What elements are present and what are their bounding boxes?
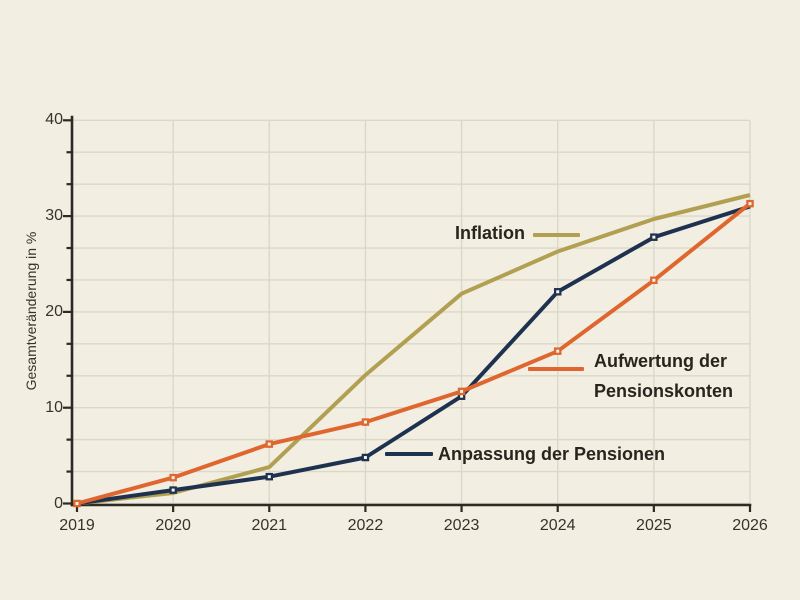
x-tick-label: 2021	[251, 517, 288, 534]
series-markers-anpassung	[169, 233, 658, 494]
series-label-aufwertung-text: Aufwertung der Pensionskonten	[594, 351, 734, 401]
series-label-aufwertung: Aufwertung der Pensionskonten	[594, 346, 760, 406]
gridlines	[72, 119, 751, 505]
series-line-aufwertung	[76, 202, 752, 506]
series-label-anpassung: Anpassung der Pensionen	[438, 444, 665, 465]
x-tick-label: 2024	[539, 517, 576, 534]
anpassung-line-swatch	[385, 452, 433, 456]
x-tick-label: 2023	[443, 517, 480, 534]
series-label-anpassung-text: Anpassung der Pensionen	[438, 444, 666, 464]
aufwertung-line-swatch	[528, 367, 584, 371]
x-tick-label: 2026	[732, 517, 768, 534]
y-tick-label: 40	[45, 111, 63, 129]
series-line-anpassung	[76, 204, 751, 506]
y-tick-label: 0	[54, 494, 63, 512]
y-tick-label: 10	[45, 398, 63, 416]
series-markers-aufwertung	[73, 199, 754, 508]
axis-ticks	[63, 119, 752, 512]
inflation-line-swatch	[533, 233, 580, 237]
series-label-inflation: Inflation	[455, 223, 525, 244]
x-tick-label: 2025	[636, 517, 672, 534]
series-label-inflation-text: Inflation	[455, 223, 525, 243]
x-tick-label: 2020	[155, 517, 191, 534]
x-tick-label: 2022	[347, 517, 384, 534]
y-tick-label: 20	[45, 302, 63, 320]
x-tick-label: 2019	[59, 517, 95, 534]
y-tick-label: 30	[45, 207, 63, 225]
